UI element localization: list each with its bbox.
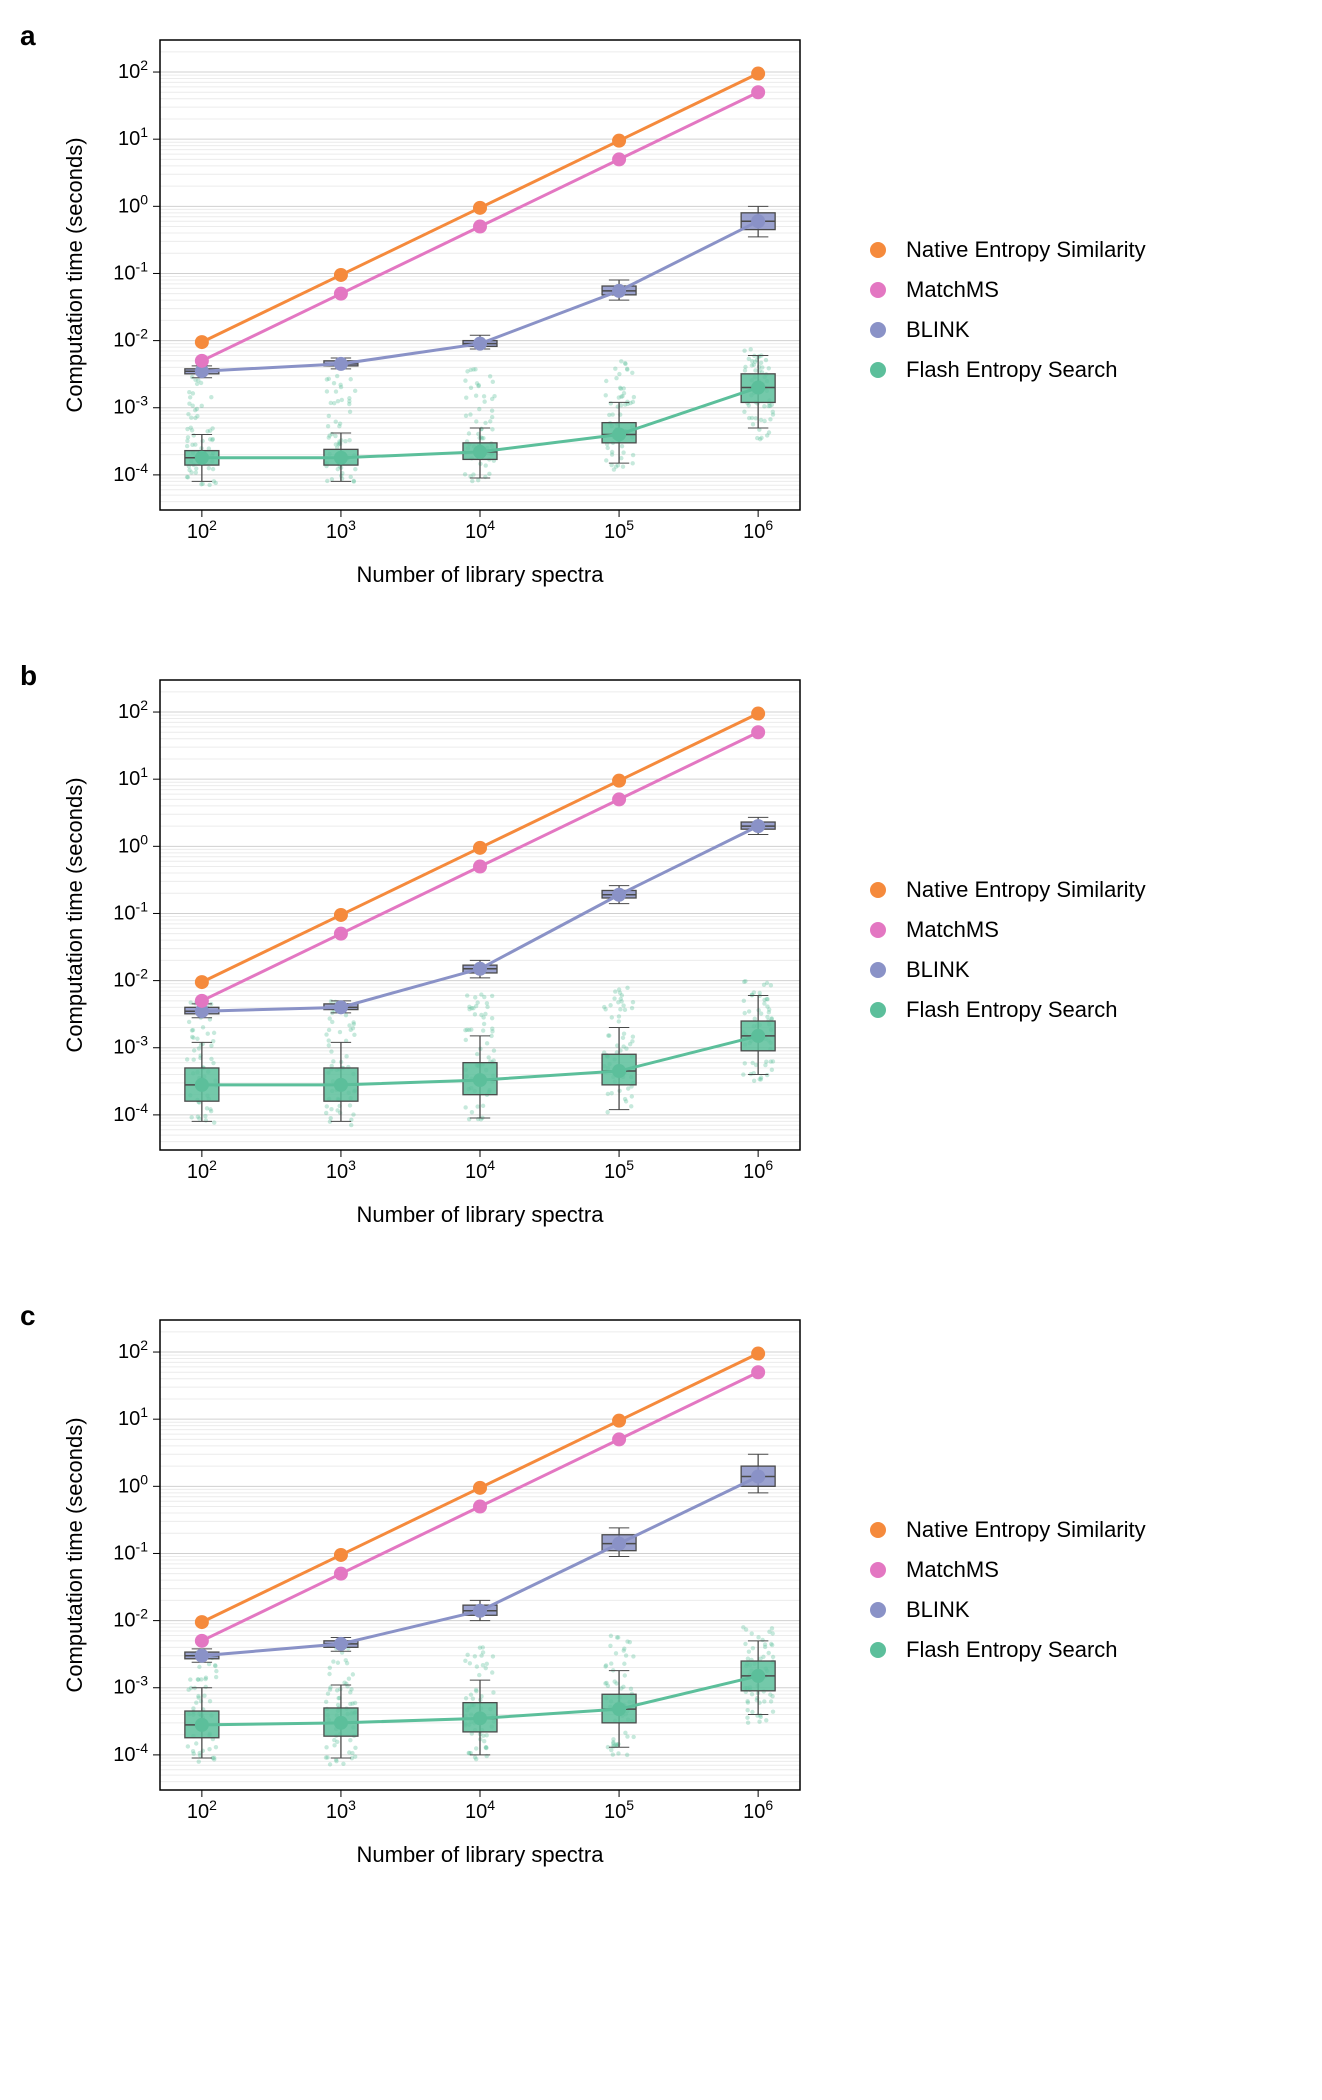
legend-label: Native Entropy Similarity: [906, 237, 1146, 263]
legend-swatch: [870, 922, 886, 938]
svg-text:106: 106: [743, 1157, 773, 1183]
svg-text:10-3: 10-3: [113, 1033, 148, 1059]
panel-label-b: b: [20, 660, 37, 692]
legend-c: Native Entropy Similarity MatchMS BLINK Fla…: [870, 1503, 1146, 1677]
legend-item: BLINK: [870, 317, 1146, 343]
legend-item: MatchMS: [870, 277, 1146, 303]
legend-swatch: [870, 282, 886, 298]
svg-text:Number of library spectra: Number of library spectra: [357, 1842, 605, 1867]
svg-text:Computation time (seconds): Computation time (seconds): [62, 1417, 87, 1692]
svg-text:104: 104: [465, 1797, 495, 1823]
legend-label: MatchMS: [906, 917, 999, 943]
legend-b: Native Entropy Similarity MatchMS BLINK Fla…: [870, 863, 1146, 1037]
legend-swatch: [870, 1602, 886, 1618]
svg-text:104: 104: [465, 517, 495, 543]
legend-item: MatchMS: [870, 917, 1146, 943]
legend-item: MatchMS: [870, 1557, 1146, 1583]
svg-text:101: 101: [118, 1404, 148, 1430]
svg-text:10-2: 10-2: [113, 966, 148, 992]
svg-text:102: 102: [187, 517, 217, 543]
svg-text:10-1: 10-1: [113, 258, 148, 284]
svg-text:10-2: 10-2: [113, 326, 148, 352]
svg-text:101: 101: [118, 764, 148, 790]
svg-text:Computation time (seconds): Computation time (seconds): [62, 777, 87, 1052]
svg-text:100: 100: [118, 1471, 148, 1497]
panel-label-c: c: [20, 1300, 36, 1332]
legend-a: Native Entropy Similarity MatchMS BLINK Fla…: [870, 223, 1146, 397]
svg-text:106: 106: [743, 517, 773, 543]
svg-text:100: 100: [118, 831, 148, 857]
svg-text:102: 102: [118, 1337, 148, 1363]
legend-label: Flash Entropy Search: [906, 357, 1118, 383]
svg-text:100: 100: [118, 191, 148, 217]
legend-swatch: [870, 362, 886, 378]
svg-text:10-3: 10-3: [113, 393, 148, 419]
legend-label: Native Entropy Similarity: [906, 1517, 1146, 1543]
legend-swatch: [870, 1522, 886, 1538]
legend-label: Flash Entropy Search: [906, 997, 1118, 1023]
legend-label: Native Entropy Similarity: [906, 877, 1146, 903]
legend-item: BLINK: [870, 957, 1146, 983]
panel-label-a: a: [20, 20, 36, 52]
svg-text:105: 105: [604, 517, 634, 543]
legend-item: Flash Entropy Search: [870, 1637, 1146, 1663]
legend-swatch: [870, 1642, 886, 1658]
svg-text:10-4: 10-4: [113, 1100, 148, 1126]
panel-b: b 10210310410510610-410-310-210-11001011…: [20, 660, 1302, 1240]
svg-text:106: 106: [743, 1797, 773, 1823]
svg-text:102: 102: [118, 697, 148, 723]
svg-text:101: 101: [118, 124, 148, 150]
legend-swatch: [870, 322, 886, 338]
svg-text:105: 105: [604, 1157, 634, 1183]
legend-label: MatchMS: [906, 277, 999, 303]
figure: a 10210310410510610-410-310-210-11001011…: [20, 20, 1302, 1880]
svg-text:10-3: 10-3: [113, 1673, 148, 1699]
chart-a: 102 103 104 105 106 10-4 10-3 10-2 10-1 100 101 102…: [60, 20, 820, 600]
svg-text:105: 105: [604, 1797, 634, 1823]
legend-label: BLINK: [906, 317, 970, 343]
svg-text:10-2: 10-2: [113, 1606, 148, 1632]
legend-item: Native Entropy Similarity: [870, 1517, 1146, 1543]
svg-text:10-1: 10-1: [113, 1538, 148, 1564]
svg-text:102: 102: [187, 1797, 217, 1823]
svg-text:103: 103: [326, 1797, 356, 1823]
legend-label: MatchMS: [906, 1557, 999, 1583]
panel-a: a 10210310410510610-410-310-210-11001011…: [20, 20, 1302, 600]
legend-label: BLINK: [906, 957, 970, 983]
chart-c: 102 103 104 105 106 10-4 10-3 10-2 10-1 100 101 102…: [60, 1300, 820, 1880]
panel-c: c 10210310410510610-410-310-210-11001011…: [20, 1300, 1302, 1880]
svg-text:102: 102: [187, 1157, 217, 1183]
legend-item: Native Entropy Similarity: [870, 877, 1146, 903]
legend-label: Flash Entropy Search: [906, 1637, 1118, 1663]
svg-text:103: 103: [326, 517, 356, 543]
svg-text:102: 102: [118, 57, 148, 83]
svg-text:Number of library spectra: Number of library spectra: [357, 562, 605, 587]
svg-text:Computation time (seconds): Computation time (seconds): [62, 137, 87, 412]
legend-item: BLINK: [870, 1597, 1146, 1623]
legend-swatch: [870, 1002, 886, 1018]
legend-swatch: [870, 962, 886, 978]
chart-b: 102 103 104 105 106 10-4 10-3 10-2 10-1 100 101 102…: [60, 660, 820, 1240]
legend-label: BLINK: [906, 1597, 970, 1623]
svg-text:104: 104: [465, 1157, 495, 1183]
legend-swatch: [870, 242, 886, 258]
svg-text:10-1: 10-1: [113, 898, 148, 924]
legend-item: Native Entropy Similarity: [870, 237, 1146, 263]
svg-text:103: 103: [326, 1157, 356, 1183]
legend-item: Flash Entropy Search: [870, 357, 1146, 383]
svg-text:10-4: 10-4: [113, 1740, 148, 1766]
legend-item: Flash Entropy Search: [870, 997, 1146, 1023]
svg-text:10-4: 10-4: [113, 460, 148, 486]
svg-text:Number of library spectra: Number of library spectra: [357, 1202, 605, 1227]
legend-swatch: [870, 882, 886, 898]
legend-swatch: [870, 1562, 886, 1578]
